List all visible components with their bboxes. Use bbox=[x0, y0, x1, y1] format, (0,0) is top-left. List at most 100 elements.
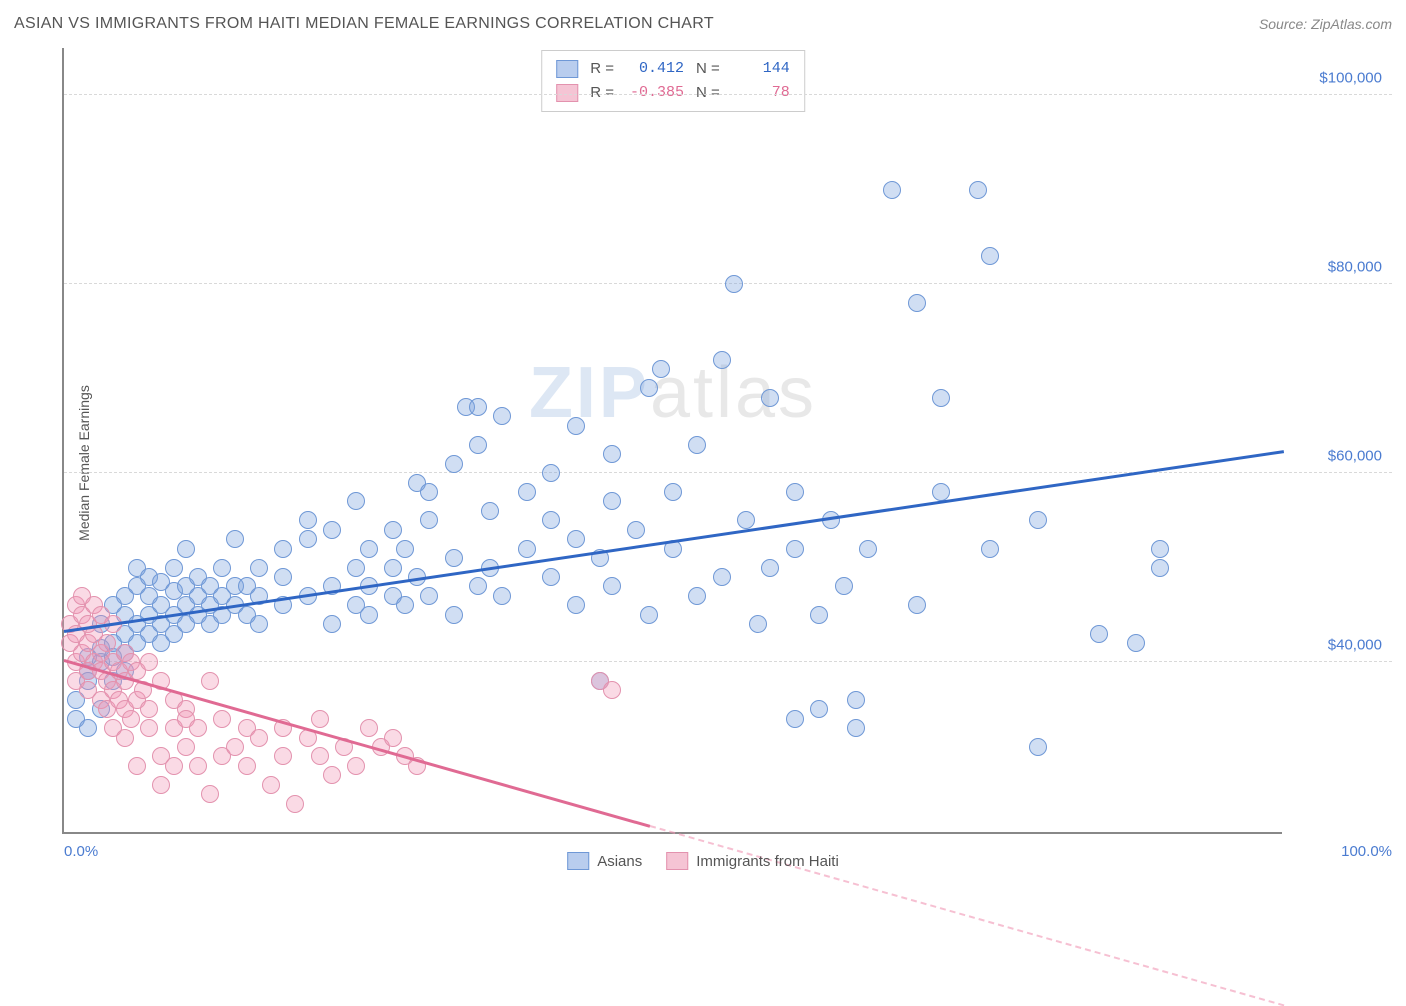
scatter-point-asians bbox=[420, 483, 438, 501]
scatter-point-asians bbox=[786, 483, 804, 501]
scatter-point-haiti bbox=[140, 719, 158, 737]
scatter-point-asians bbox=[250, 559, 268, 577]
scatter-point-asians bbox=[688, 436, 706, 454]
scatter-point-asians bbox=[177, 540, 195, 558]
scatter-point-haiti bbox=[165, 757, 183, 775]
y-tick-label: $100,000 bbox=[1292, 70, 1382, 87]
scatter-point-asians bbox=[859, 540, 877, 558]
scatter-point-asians bbox=[969, 181, 987, 199]
scatter-point-asians bbox=[981, 540, 999, 558]
grid-line bbox=[64, 94, 1392, 95]
scatter-point-asians bbox=[1151, 540, 1169, 558]
legend-label-asians: Asians bbox=[597, 853, 642, 870]
scatter-point-asians bbox=[420, 587, 438, 605]
scatter-point-asians bbox=[347, 492, 365, 510]
scatter-point-asians bbox=[749, 615, 767, 633]
scatter-point-asians bbox=[1127, 634, 1145, 652]
grid-line bbox=[64, 661, 1392, 662]
scatter-point-asians bbox=[493, 407, 511, 425]
trend-line-asians bbox=[64, 450, 1284, 632]
scatter-point-haiti bbox=[311, 747, 329, 765]
scatter-point-asians bbox=[445, 455, 463, 473]
scatter-point-haiti bbox=[201, 785, 219, 803]
scatter-point-asians bbox=[786, 710, 804, 728]
x-tick-max: 100.0% bbox=[1341, 843, 1392, 860]
scatter-point-asians bbox=[396, 596, 414, 614]
scatter-point-haiti bbox=[128, 757, 146, 775]
scatter-point-asians bbox=[481, 502, 499, 520]
scatter-point-asians bbox=[542, 511, 560, 529]
scatter-point-asians bbox=[165, 559, 183, 577]
stat-r-value-haiti: -0.385 bbox=[626, 81, 684, 105]
scatter-point-asians bbox=[420, 511, 438, 529]
scatter-point-asians bbox=[810, 606, 828, 624]
scatter-point-asians bbox=[79, 719, 97, 737]
scatter-point-haiti bbox=[262, 776, 280, 794]
legend-label-haiti: Immigrants from Haiti bbox=[696, 853, 839, 870]
scatter-point-asians bbox=[396, 540, 414, 558]
scatter-point-asians bbox=[518, 483, 536, 501]
scatter-point-asians bbox=[542, 568, 560, 586]
scatter-point-haiti bbox=[274, 747, 292, 765]
scatter-point-haiti bbox=[98, 634, 116, 652]
scatter-point-haiti bbox=[122, 710, 140, 728]
scatter-point-asians bbox=[810, 700, 828, 718]
scatter-point-asians bbox=[469, 436, 487, 454]
scatter-point-haiti bbox=[323, 766, 341, 784]
legend-item-haiti: Immigrants from Haiti bbox=[666, 852, 839, 870]
swatch-asians bbox=[556, 60, 578, 78]
scatter-point-asians bbox=[542, 464, 560, 482]
scatter-point-asians bbox=[1090, 625, 1108, 643]
scatter-point-haiti bbox=[384, 729, 402, 747]
scatter-point-haiti bbox=[360, 719, 378, 737]
scatter-point-asians bbox=[640, 379, 658, 397]
scatter-point-haiti bbox=[226, 738, 244, 756]
stats-row-haiti: R = -0.385 N = 78 bbox=[556, 81, 790, 105]
scatter-point-haiti bbox=[140, 700, 158, 718]
scatter-point-asians bbox=[847, 691, 865, 709]
scatter-point-asians bbox=[274, 568, 292, 586]
scatter-point-asians bbox=[835, 577, 853, 595]
scatter-point-asians bbox=[847, 719, 865, 737]
legend-swatch-asians bbox=[567, 852, 589, 870]
scatter-point-asians bbox=[713, 568, 731, 586]
scatter-point-haiti bbox=[603, 681, 621, 699]
scatter-point-haiti bbox=[189, 757, 207, 775]
scatter-point-asians bbox=[469, 398, 487, 416]
stat-r-value-asians: 0.412 bbox=[626, 57, 684, 81]
scatter-point-haiti bbox=[201, 672, 219, 690]
scatter-point-asians bbox=[883, 181, 901, 199]
scatter-point-asians bbox=[725, 275, 743, 293]
scatter-point-haiti bbox=[189, 719, 207, 737]
grid-line bbox=[64, 472, 1392, 473]
scatter-point-asians bbox=[786, 540, 804, 558]
scatter-point-haiti bbox=[286, 795, 304, 813]
scatter-point-asians bbox=[761, 559, 779, 577]
scatter-point-asians bbox=[347, 559, 365, 577]
scatter-point-asians bbox=[822, 511, 840, 529]
chart-title: ASIAN VS IMMIGRANTS FROM HAITI MEDIAN FE… bbox=[14, 15, 714, 33]
bottom-legend: Asians Immigrants from Haiti bbox=[567, 852, 839, 870]
scatter-point-asians bbox=[1151, 559, 1169, 577]
x-tick-min: 0.0% bbox=[64, 843, 98, 860]
scatter-point-haiti bbox=[311, 710, 329, 728]
scatter-point-asians bbox=[652, 360, 670, 378]
scatter-point-asians bbox=[981, 247, 999, 265]
scatter-point-asians bbox=[664, 483, 682, 501]
scatter-point-asians bbox=[360, 606, 378, 624]
chart-header: ASIAN VS IMMIGRANTS FROM HAITI MEDIAN FE… bbox=[0, 0, 1406, 48]
scatter-point-asians bbox=[932, 389, 950, 407]
scatter-point-asians bbox=[250, 615, 268, 633]
y-tick-label: $40,000 bbox=[1292, 636, 1382, 653]
y-tick-label: $80,000 bbox=[1292, 259, 1382, 276]
stat-r-label: R = bbox=[590, 57, 614, 81]
scatter-point-asians bbox=[323, 615, 341, 633]
stats-legend-box: R = 0.412 N = 144 R = -0.385 N = 78 bbox=[541, 50, 805, 112]
scatter-point-asians bbox=[360, 540, 378, 558]
scatter-point-asians bbox=[226, 530, 244, 548]
scatter-point-asians bbox=[567, 530, 585, 548]
scatter-point-haiti bbox=[140, 653, 158, 671]
stats-row-asians: R = 0.412 N = 144 bbox=[556, 57, 790, 81]
watermark-prefix: ZIP bbox=[529, 353, 650, 433]
scatter-point-haiti bbox=[213, 710, 231, 728]
